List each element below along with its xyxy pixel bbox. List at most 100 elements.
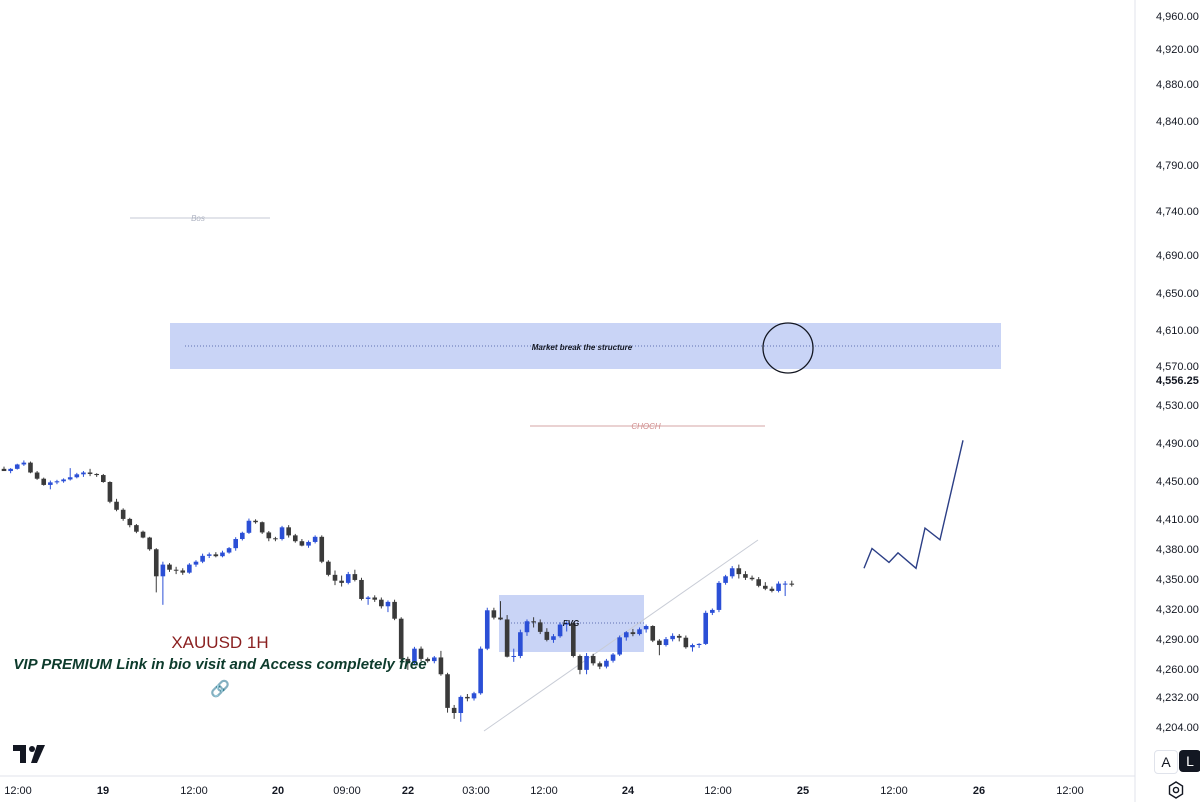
candle bbox=[690, 643, 695, 652]
candle bbox=[577, 654, 583, 675]
candle bbox=[789, 580, 795, 587]
candle bbox=[147, 536, 152, 551]
candle bbox=[21, 460, 27, 466]
price-axis[interactable]: 4,960.00 4,920.00 4,880.00 4,840.00 4,790.00… bbox=[1156, 11, 1199, 734]
time-axis[interactable]: 12:00 19 12:00 20 09:00 22 03:00 12:00 24 12:00 25… bbox=[4, 785, 1084, 797]
candle bbox=[551, 634, 556, 643]
price-tick-label: 4,490.00 bbox=[1156, 438, 1199, 450]
candle bbox=[34, 471, 40, 480]
candle bbox=[716, 581, 722, 613]
candle bbox=[41, 477, 47, 486]
candle bbox=[187, 563, 192, 574]
candle bbox=[233, 537, 238, 551]
candle bbox=[226, 547, 232, 554]
candle bbox=[81, 471, 86, 477]
candle bbox=[703, 610, 709, 646]
link-icon: 🔗 bbox=[210, 681, 230, 698]
price-tick-label: 4,530.00 bbox=[1156, 400, 1199, 412]
candle bbox=[134, 524, 139, 534]
candle bbox=[220, 550, 225, 558]
candle bbox=[120, 508, 126, 521]
candle bbox=[352, 569, 358, 582]
candle bbox=[756, 577, 761, 588]
candle bbox=[657, 639, 662, 656]
candle bbox=[451, 704, 457, 719]
time-tick-label: 12:00 bbox=[1056, 785, 1084, 797]
candle bbox=[743, 571, 748, 580]
time-tick-label: 12:00 bbox=[704, 785, 732, 797]
trend-line bbox=[483, 539, 759, 732]
candle bbox=[465, 693, 470, 702]
candle bbox=[524, 619, 530, 636]
candle bbox=[432, 655, 437, 664]
candle bbox=[623, 631, 629, 641]
candle bbox=[763, 582, 768, 591]
price-tick-label: 4,204.00 bbox=[1156, 722, 1199, 734]
candle bbox=[240, 531, 245, 541]
candle bbox=[167, 563, 172, 572]
candle bbox=[412, 646, 417, 665]
candle bbox=[405, 656, 411, 670]
log-scale-button[interactable]: L bbox=[1179, 750, 1200, 772]
price-tick-label: 4,610.00 bbox=[1156, 325, 1199, 337]
candle bbox=[286, 525, 291, 538]
price-tick-label: 4,740.00 bbox=[1156, 206, 1199, 218]
price-tick-label: 4,790.00 bbox=[1156, 160, 1199, 172]
candle bbox=[312, 535, 318, 544]
candle bbox=[663, 636, 669, 647]
candle bbox=[193, 560, 199, 567]
candle bbox=[332, 570, 338, 586]
break-highlight-circle bbox=[762, 322, 814, 374]
price-tick-label: 4,570.00 bbox=[1156, 361, 1199, 373]
candle bbox=[266, 530, 272, 542]
candle bbox=[359, 577, 364, 601]
time-tick-label: 03:00 bbox=[462, 785, 490, 797]
candle bbox=[61, 478, 66, 483]
price-tick-label: 4,232.00 bbox=[1156, 692, 1199, 704]
candle bbox=[326, 560, 331, 577]
candle bbox=[630, 628, 636, 637]
candle bbox=[484, 607, 490, 651]
candle bbox=[670, 633, 675, 642]
tradingview-logo-icon[interactable] bbox=[13, 745, 47, 763]
candle bbox=[504, 615, 510, 658]
time-tick-label: 12:00 bbox=[180, 785, 208, 797]
candle bbox=[87, 468, 93, 477]
candle bbox=[438, 650, 444, 676]
candle bbox=[736, 564, 742, 579]
candle bbox=[729, 566, 735, 579]
price-tick-label: 4,920.00 bbox=[1156, 44, 1199, 56]
auto-scale-button[interactable]: A bbox=[1154, 750, 1178, 774]
candle bbox=[597, 661, 603, 670]
candle bbox=[153, 548, 159, 593]
candle bbox=[637, 627, 642, 636]
candle bbox=[584, 653, 589, 675]
candle bbox=[425, 657, 430, 663]
candle bbox=[160, 561, 166, 605]
candle bbox=[749, 575, 755, 581]
candle bbox=[299, 539, 305, 547]
candle bbox=[372, 595, 378, 602]
candle bbox=[180, 568, 186, 575]
candle bbox=[28, 461, 33, 474]
candle bbox=[643, 624, 649, 633]
time-tick-label: 12:00 bbox=[4, 785, 32, 797]
candle bbox=[590, 653, 596, 666]
candle bbox=[345, 571, 351, 585]
price-tick-label: 4,880.00 bbox=[1156, 79, 1199, 91]
candle bbox=[676, 634, 682, 642]
candle bbox=[471, 691, 477, 701]
candle bbox=[206, 552, 212, 559]
gear-icon[interactable] bbox=[1166, 780, 1186, 800]
candle bbox=[498, 601, 503, 621]
candle bbox=[379, 597, 384, 609]
candle bbox=[213, 552, 219, 558]
time-tick-label: 12:00 bbox=[530, 785, 558, 797]
candle bbox=[8, 468, 13, 474]
price-tick-label: 4,690.00 bbox=[1156, 250, 1199, 262]
price-tick-label: 4,260.00 bbox=[1156, 664, 1199, 676]
candle bbox=[94, 473, 99, 477]
candle bbox=[604, 658, 609, 669]
candle bbox=[544, 628, 550, 642]
